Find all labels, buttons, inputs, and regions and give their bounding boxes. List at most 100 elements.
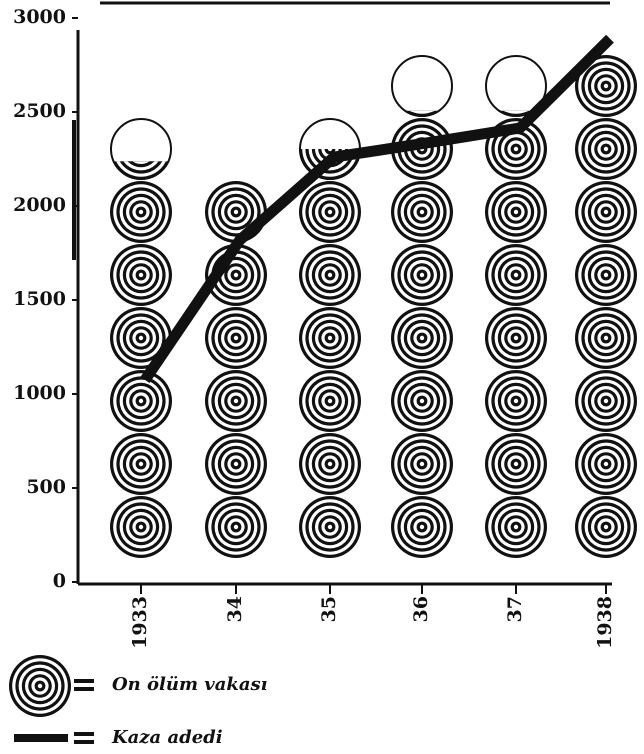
- icon: [575, 307, 637, 369]
- icon-ring: [419, 272, 425, 278]
- legend-label: On ölüm vakası: [112, 674, 268, 695]
- icon-ring: [603, 398, 609, 404]
- icon-ring: [513, 524, 519, 530]
- icon: [299, 370, 361, 432]
- icon-ring: [513, 209, 519, 215]
- icon: [485, 496, 547, 558]
- icon: [205, 307, 267, 369]
- icon-ring: [327, 272, 333, 278]
- x-tick-label: 35: [318, 596, 340, 622]
- icon-ring: [138, 335, 144, 341]
- icon-ring: [419, 209, 425, 215]
- icon: [299, 244, 361, 306]
- icon: [575, 181, 637, 243]
- icon-ring: [409, 110, 435, 114]
- icon-ring: [327, 398, 333, 404]
- x-tick-label: 34: [224, 596, 246, 622]
- icon: [299, 496, 361, 558]
- icon-ring: [603, 146, 609, 152]
- icon: [205, 433, 267, 495]
- icon: [391, 55, 453, 117]
- icon: [391, 244, 453, 306]
- icon-ring: [327, 209, 333, 215]
- icon-ring: [513, 146, 519, 152]
- icon: [391, 433, 453, 495]
- icon: [391, 496, 453, 558]
- icon: [575, 118, 637, 180]
- icon-ring: [233, 272, 239, 278]
- legend-equals: [74, 740, 94, 744]
- icon-ring: [233, 209, 239, 215]
- icon: [391, 370, 453, 432]
- icon-ring: [127, 161, 155, 168]
- y-tick-label: 500: [26, 476, 66, 498]
- y-tick-label: 0: [53, 570, 66, 592]
- x-tick-label: 1933: [129, 596, 151, 649]
- icon-ring: [403, 110, 441, 117]
- legend-equals: [74, 732, 94, 736]
- icon-ring: [513, 335, 519, 341]
- icon-ring: [603, 272, 609, 278]
- icon: [9, 655, 71, 717]
- icon-ring: [233, 335, 239, 341]
- icon-ring: [233, 524, 239, 530]
- icon: [575, 496, 637, 558]
- y-tick-label: 1500: [13, 288, 66, 310]
- icon: [485, 181, 547, 243]
- icon: [485, 244, 547, 306]
- icon-ring: [132, 161, 150, 164]
- legend-label: Kaza adedi: [111, 727, 223, 748]
- icon: [110, 496, 172, 558]
- icon: [485, 370, 547, 432]
- x-tick-label: 37: [504, 596, 526, 622]
- icon: [575, 433, 637, 495]
- icon-ring: [327, 149, 333, 152]
- icon-ring: [138, 461, 144, 467]
- icon-ring: [419, 461, 425, 467]
- icon: [110, 433, 172, 495]
- icon-ring: [327, 461, 333, 467]
- icon: [485, 55, 547, 117]
- icon-ring: [503, 110, 529, 114]
- icon-ring: [138, 524, 144, 530]
- line: [140, 34, 614, 383]
- icon: [391, 307, 453, 369]
- icon: [205, 496, 267, 558]
- icon-fill: [403, 110, 441, 117]
- legend-equals: [74, 679, 94, 683]
- icon-ring: [138, 272, 144, 278]
- icon: [205, 181, 267, 243]
- icon-ring: [233, 398, 239, 404]
- x-tick-label: 1938: [594, 596, 616, 649]
- icon-ring: [603, 209, 609, 215]
- icon-ring: [233, 461, 239, 467]
- icon-ring: [327, 335, 333, 341]
- icon: [575, 370, 637, 432]
- icon: [299, 181, 361, 243]
- icon: [299, 433, 361, 495]
- icon-ring: [513, 272, 519, 278]
- icon: [110, 307, 172, 369]
- icon-ring: [138, 398, 144, 404]
- icon-fill: [112, 161, 170, 180]
- icon: [575, 244, 637, 306]
- icon-ring: [419, 524, 425, 530]
- icon: [299, 307, 361, 369]
- icon-ring: [419, 398, 425, 404]
- icon: [110, 181, 172, 243]
- icon: [485, 433, 547, 495]
- icon-ring: [513, 398, 519, 404]
- icon: [205, 244, 267, 306]
- icon-ring: [513, 461, 519, 467]
- icon: [110, 370, 172, 432]
- y-tick-label: 3000: [13, 6, 66, 28]
- x-tick-label: 36: [410, 596, 432, 622]
- icon-ring: [603, 83, 609, 89]
- icon-ring: [37, 683, 43, 689]
- y-tick-label: 1000: [13, 382, 66, 404]
- icon-ring: [603, 524, 609, 530]
- icon-ring: [138, 209, 144, 215]
- icon-ring: [603, 461, 609, 467]
- icon: [485, 307, 547, 369]
